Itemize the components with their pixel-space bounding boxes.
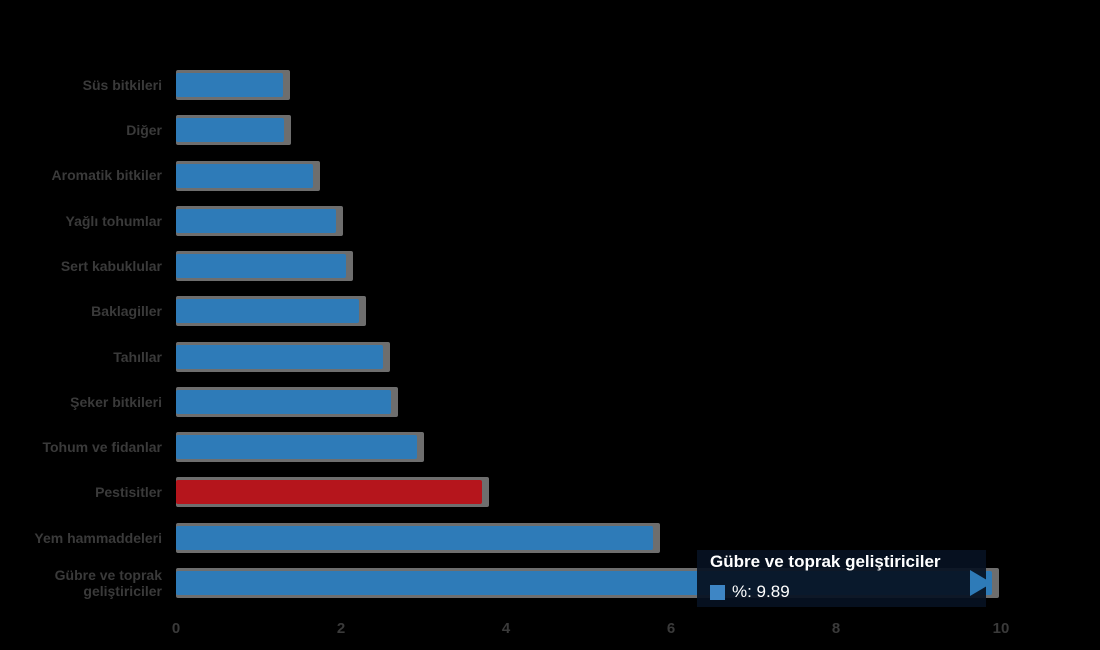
category-label: Tahıllar xyxy=(113,348,162,365)
x-tick-label: 2 xyxy=(336,620,346,637)
tooltip-title: Gübre ve toprak geliştiriciler xyxy=(710,552,941,571)
category-label: Şeker bitkileri xyxy=(70,393,162,410)
x-tick-label: 8 xyxy=(831,620,841,637)
bar-1[interactable] xyxy=(176,73,284,97)
bar-tip-arrow-icon xyxy=(969,570,992,596)
category-label: Pestisitler xyxy=(95,484,162,501)
category-label: Aromatik bitkiler xyxy=(51,167,162,184)
x-tick-label: 6 xyxy=(666,620,676,637)
bar-5[interactable] xyxy=(176,254,346,279)
category-label: Yağlı tohumlar xyxy=(65,212,162,229)
category-label: Süs bitkileri xyxy=(82,76,162,93)
tooltip-value: %: 9.89 xyxy=(732,582,790,601)
bar-7[interactable] xyxy=(176,344,384,369)
bar-3[interactable] xyxy=(176,163,313,188)
bar-2[interactable] xyxy=(176,118,285,143)
x-tick-label: 0 xyxy=(171,620,181,637)
bar-9[interactable] xyxy=(176,435,417,460)
bar-6[interactable] xyxy=(176,299,360,324)
category-label: Baklagiller xyxy=(91,303,162,320)
x-tick-label: 4 xyxy=(501,620,511,637)
bar-8[interactable] xyxy=(176,389,392,414)
category-label: Tohum ve fidanlar xyxy=(42,439,162,456)
tooltip: Gübre ve toprak geliştiriciler %: 9.89 xyxy=(697,550,986,607)
legend-square-icon xyxy=(710,584,725,600)
category-label: Diğer xyxy=(126,122,162,139)
category-label: Sert kabuklular xyxy=(60,258,162,275)
x-tick-label: 10 xyxy=(992,620,1010,637)
category-label: Gübre ve toprak geliştiriciler xyxy=(54,566,162,599)
category-label: Yem hammaddeleri xyxy=(34,529,162,546)
bar-4[interactable] xyxy=(176,208,337,233)
tooltip-value-row: %: 9.89 xyxy=(710,582,790,602)
bar-10[interactable] xyxy=(176,480,483,505)
bar-11[interactable] xyxy=(176,525,653,550)
